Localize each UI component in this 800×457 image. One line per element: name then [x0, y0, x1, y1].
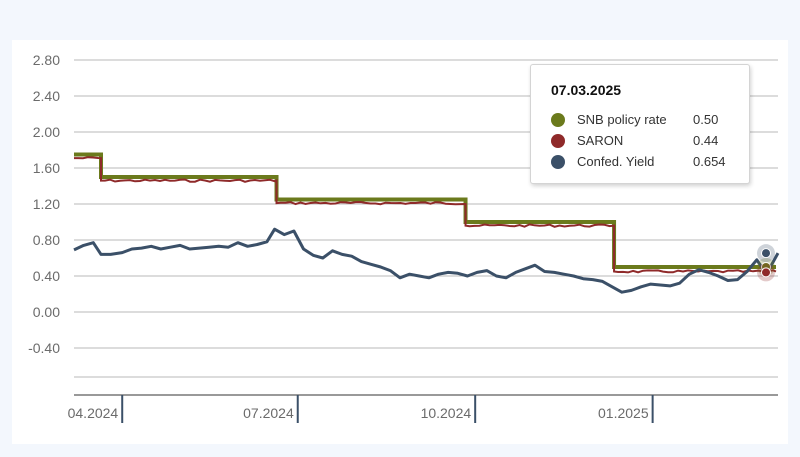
y-tick-label: 2.80 [33, 52, 60, 68]
tooltip-row-snb-policy-rate: SNB policy rate 0.50 [551, 111, 741, 129]
tooltip-value: 0.50 [693, 112, 719, 127]
y-tick-label: 0.40 [33, 268, 60, 284]
tooltip-label: SARON [577, 133, 624, 148]
x-tick-label: 04.2024 [68, 405, 119, 421]
tooltip: 07.03.2025 SNB policy rate 0.50 SARON 0.… [530, 64, 750, 184]
y-tick-label: 2.00 [33, 124, 60, 140]
y-tick-label: 1.20 [33, 196, 60, 212]
tooltip-label: SNB policy rate [577, 112, 667, 127]
x-tick-label: 10.2024 [421, 405, 472, 421]
y-tick-label: 2.40 [33, 88, 60, 104]
snb-policy-rate-marker-icon [551, 113, 565, 127]
saron-hover-marker[interactable] [761, 267, 771, 278]
tooltip-value: 0.654 [693, 154, 726, 169]
y-tick-label: -0.40 [28, 340, 60, 356]
y-tick-label: 1.60 [33, 160, 60, 176]
tooltip-row-confed-yield: Confed. Yield 0.654 [551, 153, 741, 171]
saron-line[interactable] [74, 156, 777, 274]
tooltip-label: Confed. Yield [577, 154, 655, 169]
y-tick-label: 0.00 [33, 304, 60, 320]
tooltip-date: 07.03.2025 [551, 82, 622, 98]
tooltip-value: 0.44 [693, 133, 719, 148]
x-tick-label: 01.2025 [598, 405, 649, 421]
chart-plot[interactable]: 2.80 2.40 2.00 1.60 1.20 0.80 0.40 0.00 -0.40 04.… [12, 40, 788, 444]
confed-yield-hover-marker[interactable] [761, 248, 771, 259]
confed-yield-line[interactable] [73, 227, 780, 294]
saron-marker-icon [551, 134, 565, 148]
tooltip-row-saron: SARON 0.44 [551, 132, 741, 150]
x-tick-label: 07.2024 [243, 405, 294, 421]
y-tick-label: 0.80 [33, 232, 60, 248]
confed-yield-marker-icon [551, 155, 565, 169]
